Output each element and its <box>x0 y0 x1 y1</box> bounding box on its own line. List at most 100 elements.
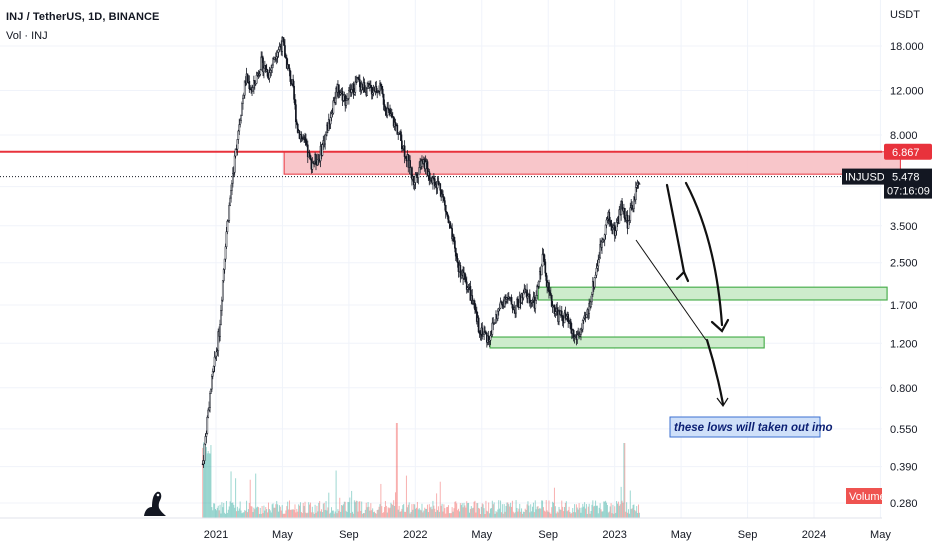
volume-bar <box>542 500 544 518</box>
candle-body <box>283 41 285 46</box>
volume-bar <box>387 507 389 518</box>
support-zone <box>537 286 888 301</box>
volume-bar <box>337 509 339 518</box>
candle-body <box>281 37 284 52</box>
volume-bar <box>384 507 386 518</box>
candle-body <box>466 287 469 290</box>
grid <box>0 0 882 518</box>
volume-bar <box>556 511 558 518</box>
volume-bar <box>379 504 381 518</box>
volume-bar <box>377 509 379 518</box>
volume-bar <box>409 513 411 518</box>
candle-body <box>631 205 633 210</box>
volume-bar <box>217 505 219 518</box>
symbol-tag-label: INJUSDT <box>845 172 892 184</box>
candle-body <box>610 220 612 227</box>
volume-bar <box>397 509 399 518</box>
volume-bar <box>215 510 217 518</box>
volume-bar <box>352 513 354 518</box>
volume-bar <box>587 506 589 518</box>
volume-bar <box>311 506 313 518</box>
volume-bar <box>577 509 579 518</box>
volume-bar <box>521 513 523 518</box>
volume-bar <box>575 504 577 518</box>
candle-body <box>324 134 326 145</box>
volume-bar <box>223 502 225 518</box>
volume-bar <box>458 511 460 518</box>
volume-bar <box>581 507 583 518</box>
candle-body <box>304 137 306 141</box>
volume-bar <box>220 513 222 518</box>
volume-bar <box>316 505 318 518</box>
volume-bar <box>638 504 640 518</box>
volume-bar <box>519 503 521 518</box>
volume-bar <box>436 493 438 518</box>
volume-bar <box>307 512 309 518</box>
volume-bar <box>348 502 350 518</box>
candle-body <box>595 268 598 276</box>
volume-bar <box>310 512 312 518</box>
volume-bar <box>523 511 525 518</box>
volume-bar <box>512 511 514 518</box>
volume-bar <box>309 504 311 518</box>
volume-bar <box>292 509 294 518</box>
volume-bar <box>621 500 623 518</box>
candle-body <box>309 155 312 160</box>
candle-body <box>300 134 303 139</box>
volume-bar <box>282 513 284 518</box>
candle-body <box>263 68 265 73</box>
volume-bar <box>399 511 401 518</box>
candle-body <box>205 433 208 437</box>
candle-body <box>596 265 599 269</box>
volume-bar <box>531 511 533 518</box>
volume-bar <box>404 511 406 518</box>
volume-bar <box>393 500 395 518</box>
volume-bar <box>394 492 396 518</box>
volume-bar <box>370 503 372 518</box>
candle-body <box>236 139 239 150</box>
volume-bar <box>263 505 265 518</box>
candle-body <box>473 300 475 304</box>
candle-body <box>489 335 492 341</box>
volume-bar <box>372 508 374 518</box>
volume-bar <box>469 508 471 518</box>
candle-body <box>401 140 403 150</box>
volume-bar <box>221 502 223 518</box>
volume-bar <box>332 510 334 518</box>
volume-bar <box>324 509 326 518</box>
volume-bar <box>597 513 599 518</box>
volume-bar <box>424 507 426 518</box>
x-tick-label: 2023 <box>602 529 626 541</box>
candle-body <box>329 117 332 125</box>
volume-bar <box>294 504 296 518</box>
volume-bar <box>473 501 475 518</box>
candle-body <box>538 281 540 287</box>
volume-bar <box>365 502 367 518</box>
volume-bar <box>410 511 412 518</box>
tradingview-logo-icon <box>144 491 166 516</box>
candle-body <box>350 89 353 93</box>
candle-body <box>460 275 463 278</box>
volume-bar <box>299 505 301 518</box>
volume-bar <box>602 511 604 518</box>
candle-body <box>253 80 256 84</box>
candle-body <box>348 90 350 99</box>
candle-body <box>443 200 446 206</box>
volume-bar <box>499 508 501 518</box>
volume-bar <box>549 512 551 518</box>
candle-body <box>294 99 296 105</box>
candle-body <box>581 320 584 330</box>
volume-bar <box>402 505 404 518</box>
candle-body <box>400 131 402 142</box>
volume-bar <box>230 471 232 518</box>
candle-body <box>608 212 611 222</box>
volume-bar <box>256 507 258 518</box>
volume-bar <box>376 510 378 518</box>
volume-bar <box>331 510 333 518</box>
volume-bar <box>559 509 561 518</box>
resistance-tag-value: 6.867 <box>892 147 920 159</box>
volume-bar <box>479 513 481 518</box>
volume-bar <box>367 502 369 518</box>
volume-bar <box>228 506 230 518</box>
